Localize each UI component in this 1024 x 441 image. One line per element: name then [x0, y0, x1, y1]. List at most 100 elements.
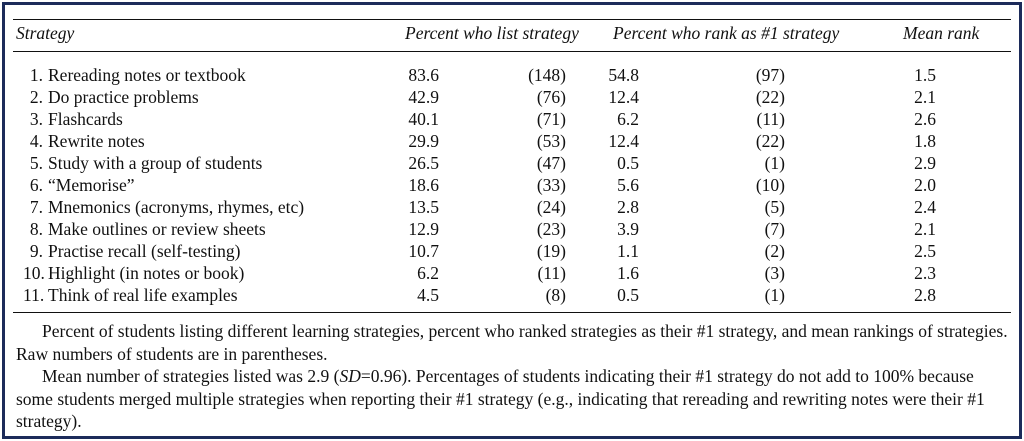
- row-percent-list: 4.5: [417, 285, 439, 305]
- top-rule: [13, 19, 1011, 20]
- row-count-rank1: (22): [755, 131, 785, 151]
- row-percent-rank1: 0.5: [617, 153, 639, 173]
- table-row: 7. Mnemonics (acronyms, rhymes, etc) 13.5 (…: [5, 197, 1019, 219]
- row-count-rank1: (2): [764, 241, 785, 261]
- row-number: 11.: [23, 285, 45, 305]
- table-row: 9. Practise recall (self-testing) 10.7 (19)…: [5, 241, 1019, 263]
- row-number: 2.: [29, 87, 43, 107]
- row-strategy-label: Make outlines or review sheets: [48, 219, 266, 239]
- bottom-rule: [13, 312, 1011, 313]
- row-percent-list: 12.9: [408, 219, 439, 239]
- row-count-rank1: (7): [764, 219, 785, 239]
- note-paragraph-2: Mean number of strategies listed was 2.9…: [16, 365, 1011, 433]
- row-percent-rank1: 2.8: [617, 197, 639, 217]
- header-mean-rank: Mean rank: [903, 23, 980, 43]
- table-row: 6. “Memorise” 18.6 (33) 5.6 (10) 2.0: [5, 175, 1019, 197]
- note-paragraph-1: Percent of students listing different le…: [16, 321, 1008, 364]
- table-row: 5. Study with a group of students 26.5 (47)…: [5, 153, 1019, 175]
- row-count-rank1: (5): [764, 197, 785, 217]
- row-percent-list: 40.1: [408, 109, 439, 129]
- row-percent-list: 26.5: [408, 153, 439, 173]
- row-strategy-label: Practise recall (self-testing): [48, 241, 241, 261]
- row-count-rank1: (1): [764, 285, 785, 305]
- header-rule: [13, 51, 1011, 52]
- row-count-rank1: (97): [755, 65, 785, 85]
- row-percent-rank1: 0.5: [617, 285, 639, 305]
- row-number: 4.: [29, 131, 43, 151]
- table-row: 3. Flashcards 40.1 (71) 6.2 (11) 2.6: [5, 109, 1019, 131]
- row-count-list: (76): [536, 87, 566, 107]
- row-percent-list: 13.5: [408, 197, 439, 217]
- row-percent-list: 83.6: [408, 65, 439, 85]
- row-count-list: (33): [536, 175, 566, 195]
- header-percent-rank1: Percent who rank as #1 strategy: [613, 23, 840, 43]
- row-count-rank1: (22): [755, 87, 785, 107]
- row-count-rank1: (1): [764, 153, 785, 173]
- row-count-rank1: (11): [756, 109, 785, 129]
- row-percent-list: 18.6: [408, 175, 439, 195]
- note-2-sd: SD: [339, 366, 361, 386]
- table-row: 2. Do practice problems 42.9 (76) 12.4 (22) 2.…: [5, 87, 1019, 109]
- header-percent-list: Percent who list strategy: [405, 23, 579, 43]
- row-percent-rank1: 1.1: [617, 241, 639, 261]
- row-strategy-label: Think of real life examples: [48, 285, 238, 305]
- row-strategy-label: Highlight (in notes or book): [48, 263, 245, 283]
- row-percent-list: 29.9: [408, 131, 439, 151]
- row-percent-rank1: 3.9: [617, 219, 639, 239]
- row-number: 10.: [23, 263, 45, 283]
- row-count-rank1: (10): [755, 175, 785, 195]
- table-row: 8. Make outlines or review sheets 12.9 (23)…: [5, 219, 1019, 241]
- row-strategy-label: Rewrite notes: [48, 131, 145, 151]
- row-mean-rank: 2.3: [914, 263, 936, 283]
- table-notes: Percent of students listing different le…: [16, 320, 1011, 433]
- row-number: 3.: [29, 109, 43, 129]
- note-2-pre: Mean number of strategies listed was 2.9…: [42, 366, 340, 386]
- row-count-list: (23): [536, 219, 566, 239]
- row-count-list: (11): [537, 263, 566, 283]
- note-2-post: =0.96). Percentages of students indicati…: [16, 366, 985, 431]
- table-row: 1. Rereading notes or textbook 83.6 (148) 54…: [5, 65, 1019, 87]
- row-percent-list: 10.7: [408, 241, 439, 261]
- row-number: 1.: [29, 65, 43, 85]
- row-mean-rank: 1.8: [914, 131, 936, 151]
- row-number: 6.: [29, 175, 43, 195]
- row-count-list: (19): [536, 241, 566, 261]
- row-percent-rank1: 12.4: [608, 131, 639, 151]
- row-number: 5.: [29, 153, 43, 173]
- row-count-list: (24): [536, 197, 566, 217]
- row-percent-rank1: 1.6: [617, 263, 639, 283]
- row-count-list: (71): [536, 109, 566, 129]
- row-count-list: (148): [528, 65, 566, 85]
- row-percent-rank1: 54.8: [608, 65, 639, 85]
- row-mean-rank: 2.6: [914, 109, 936, 129]
- row-strategy-label: Flashcards: [48, 109, 123, 129]
- row-percent-rank1: 6.2: [617, 109, 639, 129]
- row-mean-rank: 2.1: [914, 219, 936, 239]
- header-strategy: Strategy: [16, 23, 75, 43]
- row-strategy-label: Study with a group of students: [48, 153, 263, 173]
- row-number: 7.: [29, 197, 43, 217]
- row-mean-rank: 2.1: [914, 87, 936, 107]
- row-percent-rank1: 12.4: [608, 87, 639, 107]
- row-mean-rank: 2.9: [914, 153, 936, 173]
- row-strategy-label: Mnemonics (acronyms, rhymes, etc): [48, 197, 305, 217]
- table-row: 10. Highlight (in notes or book) 6.2 (11) 1.…: [5, 263, 1019, 285]
- row-mean-rank: 1.5: [914, 65, 936, 85]
- row-percent-rank1: 5.6: [617, 175, 639, 195]
- row-count-rank1: (3): [764, 263, 785, 283]
- row-percent-list: 6.2: [417, 263, 439, 283]
- row-count-list: (8): [545, 285, 566, 305]
- table-row: 11. Think of real life examples 4.5 (8) 0.5 (…: [5, 285, 1019, 307]
- row-mean-rank: 2.0: [914, 175, 936, 195]
- row-number: 9.: [29, 241, 43, 261]
- row-mean-rank: 2.4: [914, 197, 936, 217]
- row-strategy-label: Do practice problems: [48, 87, 199, 107]
- row-mean-rank: 2.8: [914, 285, 936, 305]
- row-mean-rank: 2.5: [914, 241, 936, 261]
- row-strategy-label: Rereading notes or textbook: [48, 65, 246, 85]
- row-number: 8.: [29, 219, 43, 239]
- row-count-list: (47): [536, 153, 566, 173]
- row-percent-list: 42.9: [408, 87, 439, 107]
- table-row: 4. Rewrite notes 29.9 (53) 12.4 (22) 1.8: [5, 131, 1019, 153]
